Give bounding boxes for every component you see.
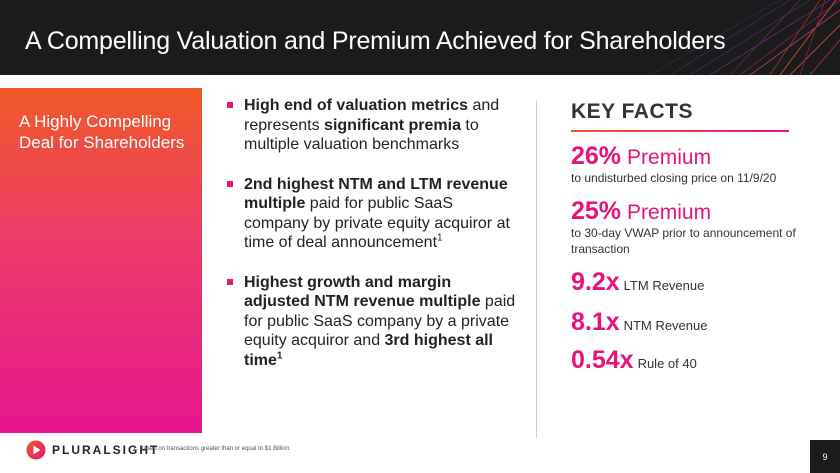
fact-premium-26: 26% Premium to undisturbed closing price …	[571, 142, 811, 187]
bullet-text: 1	[437, 232, 443, 244]
fact-label: Premium	[627, 146, 712, 169]
page-title: A Compelling Valuation and Premium Achie…	[25, 27, 726, 55]
panel-heading: A Highly Compelling Deal for Shareholder…	[19, 112, 185, 152]
fact-value: 26%	[571, 142, 622, 170]
fact-premium-25: 25% Premium to 30-day VWAP prior to annou…	[571, 197, 811, 257]
bullet-text: 1	[276, 350, 283, 362]
bullet-text: paid for public SaaS company by a privat…	[244, 293, 516, 349]
bullet-item: High end of valuation metrics and repres…	[226, 96, 516, 155]
key-facts-rule	[571, 130, 789, 132]
footnote: 1. Based on transactions greater than or…	[133, 446, 291, 452]
fact-label: LTM Revenue	[623, 278, 705, 293]
page-number: 9	[810, 440, 840, 473]
bullet-text: to multiple valuation benchmarks	[244, 116, 479, 154]
highlight-panel: A Highly Compelling Deal for Shareholder…	[0, 88, 202, 433]
fact-rule-of-40: 0.54x Rule of 40	[571, 346, 697, 375]
fact-label: Premium	[627, 201, 712, 224]
fact-value: 8.1x	[571, 308, 620, 336]
fact-description: to undisturbed closing price on 11/9/20	[571, 171, 777, 185]
fact-ntm: 8.1x NTM Revenue	[571, 308, 707, 337]
bullet-text: High end of valuation metrics	[244, 97, 469, 114]
bullet-list: High end of valuation metrics and repres…	[226, 96, 516, 390]
fact-value: 9.2x	[571, 268, 620, 296]
fact-value: 25%	[571, 197, 622, 225]
decorative-streaks	[649, 0, 840, 75]
bullet-item: 2nd highest NTM and LTM revenue multiple…	[226, 175, 516, 253]
pluralsight-logo: PLURALSIGHT	[26, 440, 159, 460]
bullet-text: paid for public SaaS company by private …	[244, 195, 510, 251]
header-bar: A Compelling Valuation and Premium Achie…	[0, 0, 840, 75]
pluralsight-play-icon	[26, 440, 46, 460]
bullet-text: 3rd highest all time	[244, 332, 493, 369]
logo-text: PLURALSIGHT	[52, 443, 160, 457]
column-divider	[536, 100, 537, 438]
fact-description: to 30-day VWAP prior to announcement of …	[571, 226, 796, 256]
bullet-text: 2nd highest NTM and LTM revenue multiple	[244, 175, 508, 213]
fact-ltm: 9.2x LTM Revenue	[571, 268, 704, 297]
bullet-text: and represents	[244, 97, 500, 134]
fact-label: Rule of 40	[637, 356, 697, 371]
fact-label: NTM Revenue	[623, 318, 708, 333]
fact-value: 0.54x	[571, 346, 634, 374]
bullet-text: Highest growth and margin adjusted NTM r…	[244, 273, 481, 311]
bullet-item: Highest growth and margin adjusted NTM r…	[226, 273, 516, 371]
key-facts-title: KEY FACTS	[571, 100, 693, 123]
bullet-text: significant premia	[324, 116, 461, 134]
